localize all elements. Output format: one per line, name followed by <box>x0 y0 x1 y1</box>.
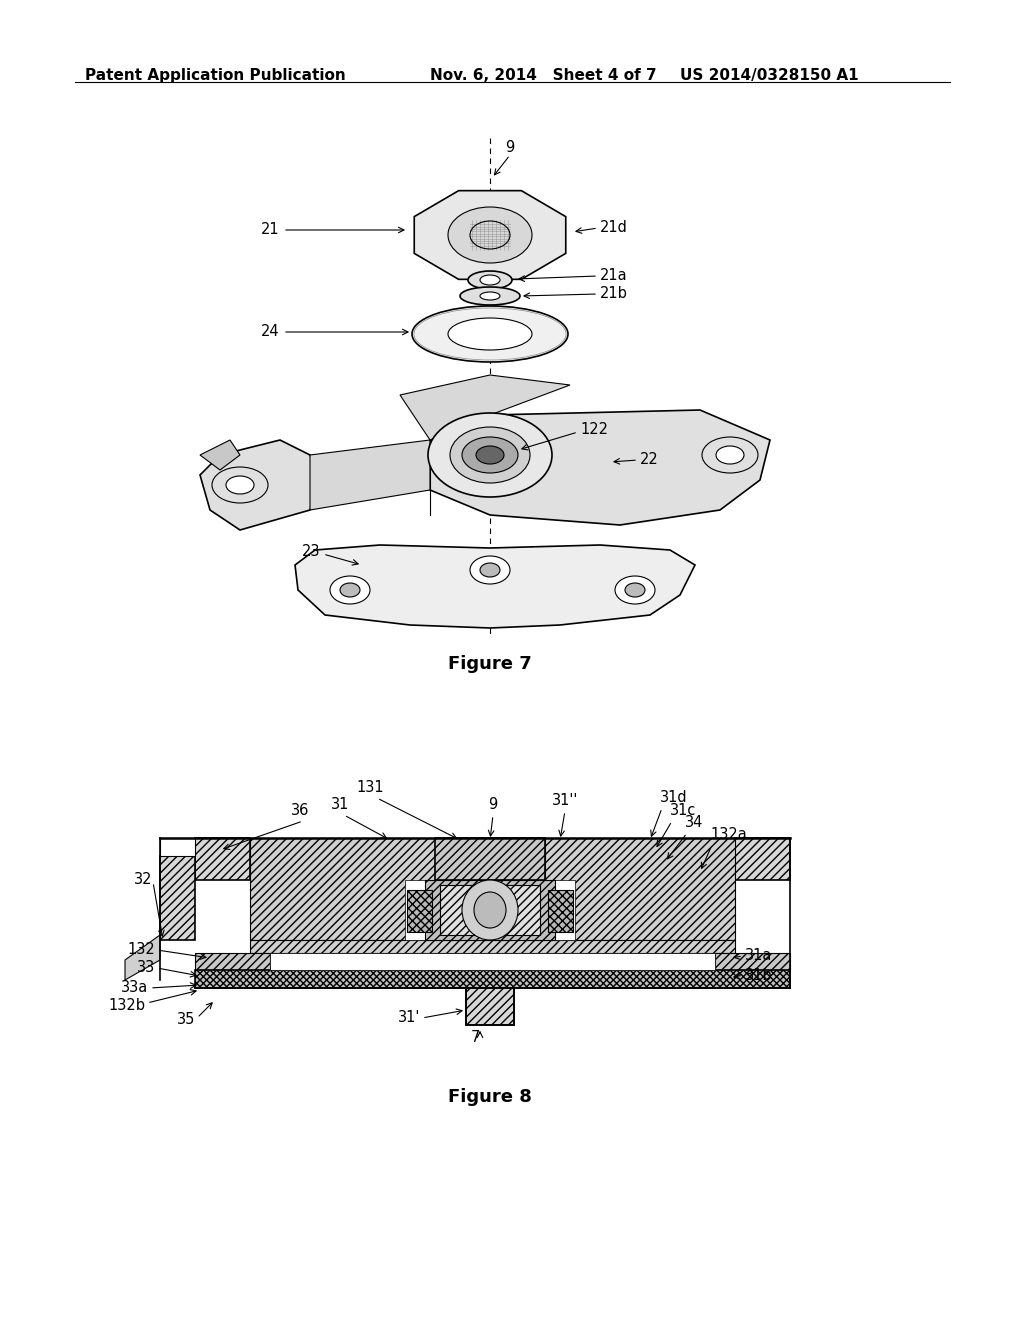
Text: 9: 9 <box>505 140 514 156</box>
Ellipse shape <box>476 446 504 465</box>
Ellipse shape <box>428 413 552 498</box>
Bar <box>545 838 735 940</box>
Text: 34: 34 <box>685 814 703 830</box>
Text: 35: 35 <box>176 1012 195 1027</box>
Bar <box>715 953 790 970</box>
Ellipse shape <box>625 583 645 597</box>
Ellipse shape <box>480 275 500 285</box>
Text: 31': 31' <box>397 1011 420 1026</box>
Ellipse shape <box>702 437 758 473</box>
Bar <box>195 953 270 970</box>
Text: 9: 9 <box>488 797 498 812</box>
Ellipse shape <box>450 426 530 483</box>
Ellipse shape <box>462 880 518 940</box>
Text: 122: 122 <box>580 422 608 437</box>
Bar <box>406 880 575 940</box>
Polygon shape <box>200 440 240 470</box>
Text: 132b: 132b <box>108 998 145 1012</box>
Text: 31c: 31c <box>670 803 696 818</box>
Ellipse shape <box>716 446 744 465</box>
Bar <box>435 838 545 880</box>
Ellipse shape <box>449 207 532 263</box>
Text: 31'': 31'' <box>552 793 579 808</box>
Bar <box>160 855 195 940</box>
Text: 21a: 21a <box>600 268 628 284</box>
Text: 32: 32 <box>133 873 152 887</box>
Polygon shape <box>400 375 570 440</box>
Polygon shape <box>430 411 770 525</box>
Ellipse shape <box>412 306 568 362</box>
Text: 23: 23 <box>301 544 319 560</box>
Text: 31d: 31d <box>660 789 688 805</box>
Text: 21d: 21d <box>600 220 628 235</box>
Polygon shape <box>415 190 565 280</box>
Text: 22: 22 <box>640 453 658 467</box>
Text: 31b: 31b <box>745 968 773 982</box>
Text: 21: 21 <box>261 223 280 238</box>
Text: US 2014/0328150 A1: US 2014/0328150 A1 <box>680 69 859 83</box>
Text: Figure 7: Figure 7 <box>449 655 531 673</box>
Bar <box>250 940 735 953</box>
Bar <box>548 890 573 932</box>
Ellipse shape <box>470 556 510 583</box>
Text: 132: 132 <box>127 942 155 957</box>
Ellipse shape <box>468 271 512 289</box>
Ellipse shape <box>480 564 500 577</box>
Ellipse shape <box>480 292 500 300</box>
Bar <box>195 838 250 880</box>
Bar <box>425 880 555 940</box>
Text: 24: 24 <box>261 325 280 339</box>
Text: 21b: 21b <box>600 286 628 301</box>
Text: Figure 8: Figure 8 <box>449 1088 531 1106</box>
Ellipse shape <box>226 477 254 494</box>
Bar <box>735 838 790 880</box>
Ellipse shape <box>449 318 532 350</box>
Ellipse shape <box>330 576 370 605</box>
Polygon shape <box>200 440 319 531</box>
Text: 33a: 33a <box>121 981 148 995</box>
Bar <box>160 838 195 855</box>
Ellipse shape <box>615 576 655 605</box>
Text: 7: 7 <box>471 1031 480 1045</box>
Polygon shape <box>310 440 430 510</box>
Ellipse shape <box>474 892 506 928</box>
Text: 33: 33 <box>137 961 155 975</box>
Ellipse shape <box>212 467 268 503</box>
Bar <box>195 970 790 987</box>
Ellipse shape <box>462 437 518 473</box>
Bar <box>440 884 540 935</box>
Text: Nov. 6, 2014   Sheet 4 of 7: Nov. 6, 2014 Sheet 4 of 7 <box>430 69 656 83</box>
Bar <box>466 987 514 1026</box>
Ellipse shape <box>460 286 520 305</box>
Text: Patent Application Publication: Patent Application Publication <box>85 69 346 83</box>
Text: 132a: 132a <box>710 828 746 842</box>
Bar <box>407 890 432 932</box>
Text: 36: 36 <box>291 803 309 818</box>
Text: 31: 31 <box>331 797 349 812</box>
Bar <box>250 838 435 940</box>
Ellipse shape <box>340 583 360 597</box>
Text: 31a: 31a <box>745 949 772 964</box>
Polygon shape <box>125 935 160 979</box>
Bar <box>270 953 715 970</box>
Text: 131: 131 <box>356 780 384 795</box>
Polygon shape <box>295 545 695 628</box>
